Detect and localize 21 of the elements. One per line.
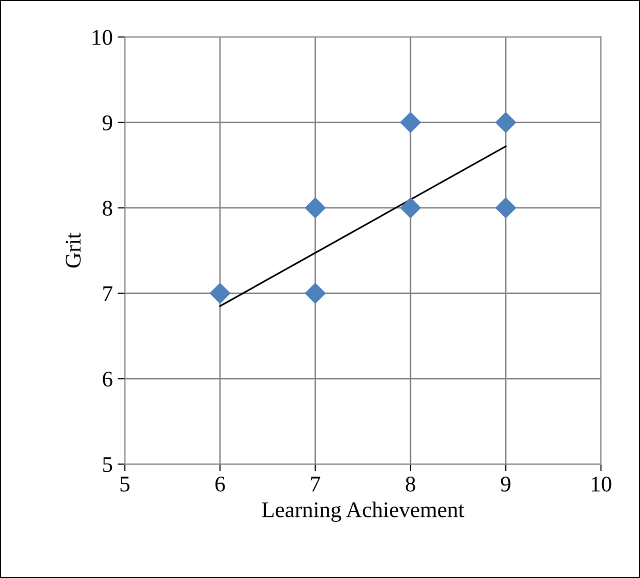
x-tick-label: 6 — [215, 476, 225, 492]
x-tick-label: 9 — [500, 476, 510, 492]
point — [210, 283, 230, 304]
point — [495, 198, 516, 218]
y-tick-label: 10 — [92, 30, 112, 45]
x-tick-label: 5 — [120, 476, 130, 492]
x-tick-label: 8 — [406, 476, 416, 492]
y-tick-label: 5 — [103, 457, 112, 472]
y-tick-label: 9 — [102, 115, 112, 130]
point — [304, 198, 326, 218]
x-axis-title: Learning Achievement — [262, 502, 464, 522]
y-axis-title: Grit — [66, 232, 81, 268]
point — [400, 198, 421, 218]
y-tick-label: 7 — [103, 286, 112, 301]
y-tick-label: 8 — [102, 200, 112, 216]
point — [495, 112, 516, 133]
point — [304, 283, 326, 304]
y-tick-label: 6 — [102, 372, 112, 387]
x-tick-label: 7 — [311, 476, 320, 492]
x-tick-label: 10 — [592, 476, 612, 492]
point — [400, 112, 421, 133]
